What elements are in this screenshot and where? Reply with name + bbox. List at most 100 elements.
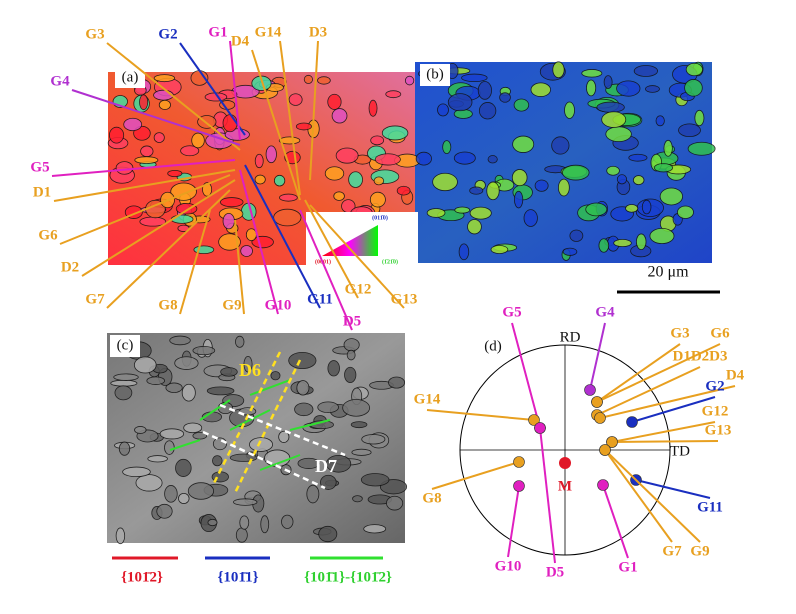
- leader-line: [507, 485, 520, 558]
- grain-label: G12: [345, 281, 372, 297]
- grain: [605, 126, 632, 143]
- leader-line: [279, 40, 301, 196]
- leader-line: [304, 199, 359, 299]
- grain: [133, 356, 157, 374]
- leader-line: [604, 449, 701, 543]
- trace-label: D6: [239, 360, 261, 380]
- grain-label: D1: [33, 184, 51, 200]
- grain: [645, 85, 660, 93]
- grain: [467, 219, 482, 235]
- grain: [469, 206, 492, 220]
- grain: [603, 75, 613, 89]
- pole-dot: [599, 444, 611, 456]
- leader-line: [611, 421, 716, 443]
- grain: [270, 371, 281, 381]
- grain: [342, 399, 371, 417]
- grain: [288, 351, 317, 370]
- trace-label: D7: [315, 456, 337, 476]
- twin-trace: [169, 439, 201, 451]
- grain: [265, 145, 277, 164]
- grain-label: D2: [61, 259, 79, 275]
- grain: [598, 238, 610, 253]
- scale-label: 20 μm: [647, 264, 689, 281]
- grain: [333, 191, 345, 201]
- grain-label: G4: [50, 73, 70, 89]
- leader-line: [106, 42, 241, 151]
- grain: [477, 81, 492, 100]
- grain: [381, 125, 409, 141]
- twin-trace: [229, 409, 271, 431]
- leader-line: [244, 164, 321, 309]
- grain: [180, 145, 200, 157]
- grain: [254, 174, 266, 185]
- grain: [297, 457, 320, 469]
- grain: [278, 430, 290, 443]
- grain: [487, 155, 498, 164]
- grain: [235, 335, 245, 348]
- grain: [585, 202, 608, 217]
- pole-label: G14: [414, 391, 441, 407]
- grain: [114, 385, 133, 401]
- grain: [192, 431, 208, 440]
- grain: [122, 466, 151, 478]
- grain: [635, 233, 647, 250]
- grain: [324, 166, 345, 181]
- grain: [426, 208, 446, 218]
- leader-line: [635, 479, 711, 499]
- grain: [147, 455, 168, 463]
- pole-dot: [528, 414, 540, 426]
- leader-line: [81, 179, 236, 277]
- grain: [296, 380, 310, 396]
- grain: [694, 109, 705, 127]
- leader-line: [106, 189, 231, 309]
- grain: [153, 132, 165, 143]
- legend-label: {101̄1}: [218, 569, 259, 585]
- grain: [534, 179, 549, 192]
- grain: [115, 161, 134, 175]
- grain: [192, 345, 216, 356]
- ipf-key: [322, 225, 378, 256]
- grain: [239, 515, 250, 530]
- grain: [511, 169, 528, 187]
- grain: [281, 514, 294, 529]
- grain: [206, 386, 235, 396]
- grain: [245, 228, 257, 242]
- grain: [512, 135, 535, 153]
- pole-dot: [594, 412, 606, 424]
- grain: [687, 141, 716, 156]
- grain: [552, 61, 565, 79]
- grain: [616, 174, 628, 185]
- grain: [318, 525, 338, 543]
- leader-line: [51, 159, 236, 177]
- grain: [159, 428, 185, 440]
- grain: [303, 74, 313, 84]
- grain: [146, 376, 166, 385]
- grain: [562, 164, 590, 181]
- leader-line: [179, 42, 246, 136]
- pole-dot: [584, 384, 596, 396]
- grain: [352, 495, 363, 503]
- grain: [601, 111, 627, 128]
- grain: [343, 338, 360, 352]
- grain: [513, 98, 530, 112]
- leader-line: [589, 322, 606, 391]
- grain: [374, 153, 401, 166]
- grain: [368, 99, 378, 117]
- grain: [254, 153, 264, 169]
- twin-trace: [259, 454, 301, 471]
- grain: [369, 191, 386, 208]
- grain: [486, 181, 500, 201]
- grain: [361, 434, 386, 445]
- grain: [181, 383, 196, 402]
- pole-dot: [626, 416, 638, 428]
- pole-label: G13: [705, 422, 732, 438]
- grain: [222, 212, 235, 230]
- grain: [135, 474, 163, 492]
- grain: [288, 93, 303, 106]
- grain: [260, 515, 270, 534]
- leader-line: [604, 449, 673, 543]
- panel-label: (a): [122, 69, 139, 85]
- grain: [153, 74, 176, 83]
- grain: [490, 245, 509, 255]
- trace-lines: [202, 351, 346, 494]
